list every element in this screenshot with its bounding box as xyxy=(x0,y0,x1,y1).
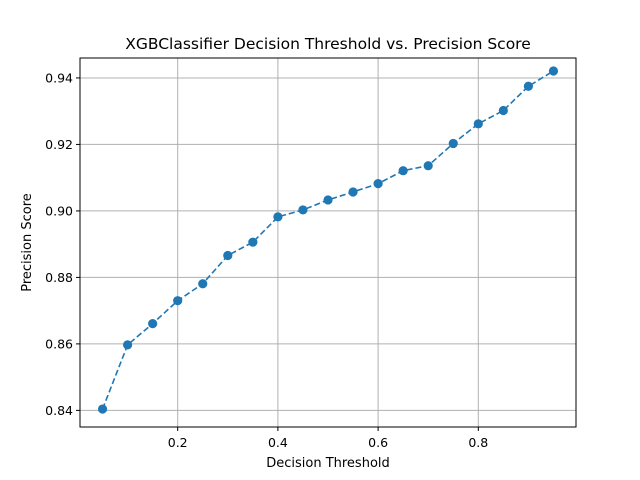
chart-title: XGBClassifier Decision Threshold vs. Pre… xyxy=(125,35,531,53)
data-point xyxy=(273,212,283,222)
data-point xyxy=(97,404,108,414)
data-point xyxy=(473,119,483,129)
y-tick-label: 0.90 xyxy=(45,203,73,218)
y-axis-label: Precision Score xyxy=(20,193,35,292)
data-point xyxy=(173,296,183,306)
data-point xyxy=(298,205,308,215)
data-point xyxy=(373,179,383,189)
tick-layer: 0.2 0.4 0.6 0.8 0.84 0.86 0.88 0.90 0.92 0.94 xyxy=(45,70,488,450)
data-point xyxy=(122,340,133,350)
series-layer xyxy=(97,66,559,414)
x-tick-label: 0.4 xyxy=(268,435,288,450)
y-tick-label: 0.84 xyxy=(45,403,73,418)
data-point xyxy=(248,237,258,247)
x-tick-label: 0.6 xyxy=(368,435,388,450)
data-point xyxy=(523,81,534,91)
x-axis-label: Decision Threshold xyxy=(266,456,390,471)
grid-layer xyxy=(80,58,576,427)
data-point xyxy=(448,138,458,149)
data-point xyxy=(148,319,158,329)
data-point xyxy=(198,279,208,289)
data-point xyxy=(348,187,358,197)
y-tick-label: 0.92 xyxy=(45,137,73,152)
y-tick-label: 0.86 xyxy=(45,336,73,351)
x-tick-label: 0.8 xyxy=(468,435,488,450)
data-point xyxy=(498,105,508,116)
data-point xyxy=(423,161,433,171)
data-point xyxy=(398,166,408,176)
x-tick-label: 0.2 xyxy=(168,435,188,450)
data-point xyxy=(548,66,559,76)
data-point xyxy=(323,195,333,205)
data-point xyxy=(223,250,233,261)
y-tick-label: 0.94 xyxy=(45,70,73,85)
plot-frame xyxy=(79,57,577,428)
y-tick-label: 0.88 xyxy=(45,270,73,285)
